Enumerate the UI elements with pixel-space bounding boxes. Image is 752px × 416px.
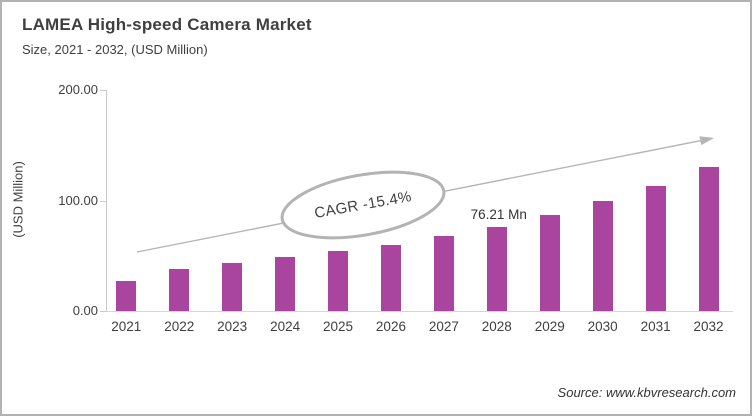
y-tick-label: 200.00 [58, 82, 98, 97]
x-tick-label-2030: 2030 [587, 319, 618, 334]
chart-title: LAMEA High-speed Camera Market [22, 15, 312, 34]
x-tick-label-2021: 2021 [111, 319, 142, 334]
trend-arrow-head-icon [699, 136, 714, 146]
x-tick-label-2029: 2029 [534, 319, 565, 334]
x-tick-label-2023: 2023 [217, 319, 248, 334]
bar-2025 [328, 251, 349, 311]
bar-2024 [275, 257, 296, 311]
data-label-2028: 76.21 Mn [470, 206, 527, 222]
x-tick-label-2026: 2026 [375, 319, 406, 334]
bar-2029 [539, 214, 560, 311]
x-tick-label-2024: 2024 [270, 319, 301, 334]
y-tick-label: 100.00 [58, 192, 98, 208]
x-tick-label-2025: 2025 [322, 319, 354, 334]
bar-2023 [222, 263, 243, 311]
x-tick-label-2027: 2027 [428, 319, 459, 334]
bar-2021 [116, 280, 137, 311]
chart-subtitle: Size, 2021 - 2032, (USD Million) [22, 42, 208, 57]
bar-2030 [592, 200, 613, 311]
bar-2026 [380, 245, 401, 311]
x-tick-label-2028: 2028 [481, 319, 512, 334]
bar-2022 [169, 269, 190, 311]
bar-2028 [486, 226, 507, 311]
y-axis-line [106, 90, 107, 311]
y-tick-mark [100, 200, 106, 202]
trend-arrow-line [136, 139, 704, 253]
y-tick-mark [100, 311, 106, 312]
x-axis-line [106, 311, 733, 312]
y-tick-mark [100, 90, 106, 91]
bar-2027 [433, 236, 454, 311]
y-axis-title: (USD Million) [10, 161, 26, 238]
x-tick-label-2022: 2022 [164, 319, 195, 334]
source-text: Source: www.kbvresearch.com [557, 385, 736, 400]
bar-2031 [645, 185, 666, 311]
x-tick-label-2032: 2032 [693, 319, 724, 334]
y-tick-label: 0.00 [72, 303, 98, 318]
cagr-label: CAGR -15.4% [313, 188, 413, 222]
x-tick-label-2031: 2031 [640, 319, 671, 334]
bar-2032 [698, 166, 719, 311]
